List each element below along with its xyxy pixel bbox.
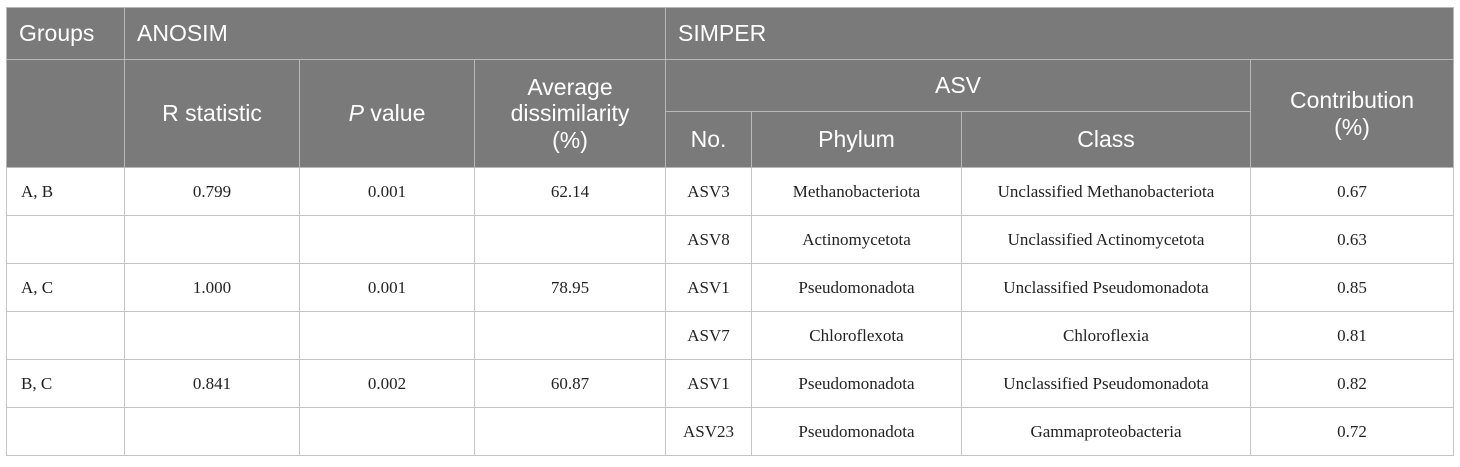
cell-phylum: Chloroflexota [751, 311, 962, 360]
header-r-statistic: R statistic [124, 59, 300, 168]
header-p-value: P value [299, 59, 475, 168]
cell-p-value: 0.001 [299, 263, 475, 312]
header-class: Class [961, 111, 1251, 168]
cell-asv-no: ASV7 [665, 311, 752, 360]
cell-phylum: Actinomycetota [751, 215, 962, 264]
header-simper: SIMPER [665, 7, 1454, 60]
cell-r-statistic [124, 215, 300, 264]
table-body: A, B 0.799 0.001 62.14 ASV3 Methanobacte… [6, 167, 1454, 456]
cell-p-value: 0.002 [299, 359, 475, 408]
header-contribution: Contribution (%) [1250, 59, 1454, 168]
cell-contribution: 0.67 [1250, 167, 1454, 216]
cell-average-dissimilarity: 60.87 [474, 359, 666, 408]
contribution-line1: Contribution [1289, 87, 1415, 114]
cell-p-value [299, 311, 475, 360]
cell-p-value: 0.001 [299, 167, 475, 216]
header-phylum: Phylum [751, 111, 962, 168]
table-row: A, B 0.799 0.001 62.14 ASV3 Methanobacte… [6, 167, 1454, 216]
cell-groups: A, B [6, 167, 125, 216]
table-row: ASV8 Actinomycetota Unclassified Actinom… [6, 215, 1454, 264]
cell-p-value [299, 407, 475, 456]
cell-class: Gammaproteobacteria [961, 407, 1251, 456]
table-row: B, C 0.841 0.002 60.87 ASV1 Pseudomonado… [6, 359, 1454, 408]
table-row: ASV23 Pseudomonadota Gammaproteobacteria… [6, 407, 1454, 456]
avg-line1: Average [527, 73, 613, 100]
header-no: No. [665, 111, 752, 168]
anosim-simper-table: Groups ANOSIM SIMPER R statistic P value… [6, 7, 1454, 456]
header-asv: ASV [665, 59, 1251, 112]
cell-groups [6, 215, 125, 264]
cell-groups [6, 311, 125, 360]
table-row: ASV7 Chloroflexota Chloroflexia 0.81 [6, 311, 1454, 360]
cell-groups [6, 407, 125, 456]
cell-groups: A, C [6, 263, 125, 312]
cell-asv-no: ASV23 [665, 407, 752, 456]
cell-r-statistic [124, 407, 300, 456]
cell-contribution: 0.85 [1250, 263, 1454, 312]
cell-class: Unclassified Methanobacteriota [961, 167, 1251, 216]
cell-asv-no: ASV3 [665, 167, 752, 216]
header-groups: Groups [6, 7, 125, 60]
cell-r-statistic: 0.841 [124, 359, 300, 408]
cell-phylum: Pseudomonadota [751, 263, 962, 312]
header-groups-blank [6, 59, 125, 168]
cell-average-dissimilarity [474, 407, 666, 456]
cell-r-statistic: 1.000 [124, 263, 300, 312]
cell-contribution: 0.82 [1250, 359, 1454, 408]
p-rest: value [363, 100, 426, 127]
cell-asv-no: ASV8 [665, 215, 752, 264]
cell-class: Unclassified Pseudomonadota [961, 263, 1251, 312]
cell-average-dissimilarity: 78.95 [474, 263, 666, 312]
cell-asv-no: ASV1 [665, 359, 752, 408]
cell-phylum: Pseudomonadota [751, 407, 962, 456]
cell-r-statistic: 0.799 [124, 167, 300, 216]
cell-class: Unclassified Pseudomonadota [961, 359, 1251, 408]
header-anosim: ANOSIM [124, 7, 666, 60]
cell-asv-no: ASV1 [665, 263, 752, 312]
cell-r-statistic [124, 311, 300, 360]
cell-p-value [299, 215, 475, 264]
table-header: Groups ANOSIM SIMPER R statistic P value… [6, 7, 1454, 168]
cell-phylum: Pseudomonadota [751, 359, 962, 408]
cell-average-dissimilarity [474, 311, 666, 360]
cell-groups: B, C [6, 359, 125, 408]
cell-contribution: 0.63 [1250, 215, 1454, 264]
avg-line2: dissimilarity [510, 100, 630, 127]
avg-line3: (%) [552, 126, 588, 153]
cell-phylum: Methanobacteriota [751, 167, 962, 216]
cell-contribution: 0.72 [1250, 407, 1454, 456]
cell-average-dissimilarity: 62.14 [474, 167, 666, 216]
cell-contribution: 0.81 [1250, 311, 1454, 360]
cell-average-dissimilarity [474, 215, 666, 264]
table-row: A, C 1.000 0.001 78.95 ASV1 Pseudomonado… [6, 263, 1454, 312]
p-italic: P [348, 100, 364, 127]
contribution-line2: (%) [1334, 113, 1370, 140]
cell-class: Chloroflexia [961, 311, 1251, 360]
results-table-container: Groups ANOSIM SIMPER R statistic P value… [6, 7, 1454, 456]
header-average-dissimilarity: Average dissimilarity (%) [474, 59, 666, 168]
cell-class: Unclassified Actinomycetota [961, 215, 1251, 264]
